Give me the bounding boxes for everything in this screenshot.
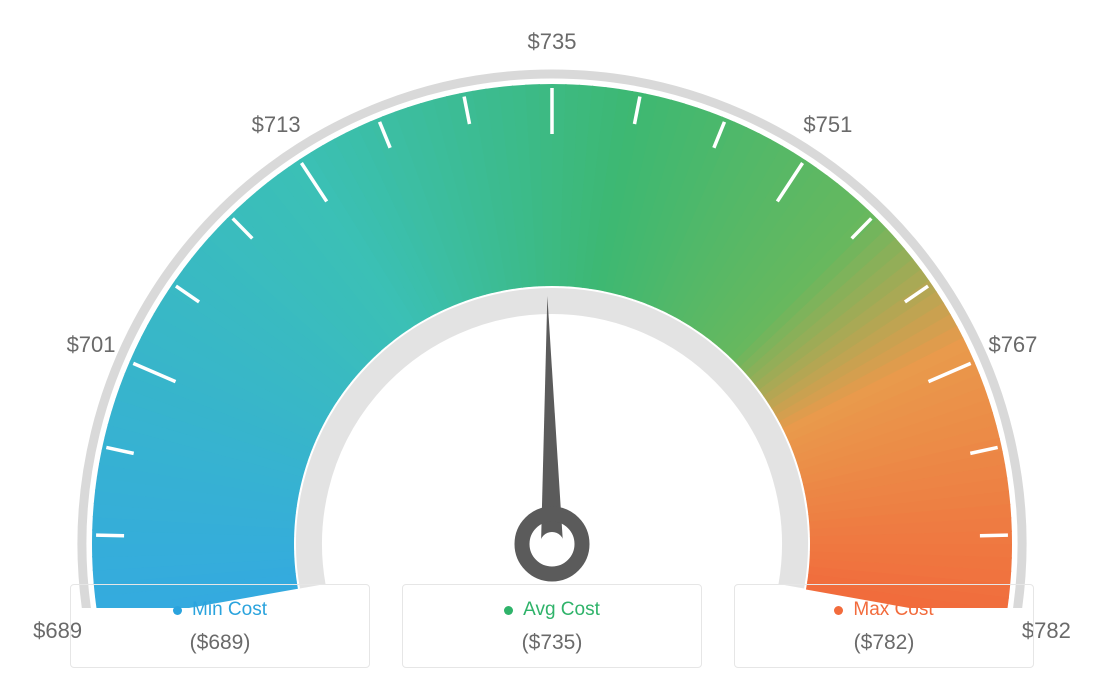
dot-icon-min — [173, 606, 182, 615]
gauge-tick-label: $713 — [252, 112, 301, 138]
dot-icon-avg — [504, 606, 513, 615]
legend-card-max: Max Cost ($782) — [734, 584, 1034, 668]
legend-value-avg: ($735) — [413, 631, 691, 655]
gauge-svg — [22, 48, 1082, 608]
cost-gauge-chart: $689$701$713$735$751$767$782 Min Cost ($… — [0, 0, 1104, 690]
gauge-tick-label: $767 — [988, 332, 1037, 358]
legend-card-avg: Avg Cost ($735) — [402, 584, 702, 668]
gauge-tick-label: $751 — [803, 112, 852, 138]
legend-label-avg: Avg Cost — [523, 599, 600, 621]
legend-label-min: Min Cost — [192, 599, 267, 621]
legend-value-min: ($689) — [81, 631, 359, 655]
dot-icon-max — [834, 606, 843, 615]
legend-title-min: Min Cost — [173, 599, 267, 621]
gauge-tick-label: $701 — [67, 332, 116, 358]
legend-row: Min Cost ($689) Avg Cost ($735) Max Cost… — [0, 584, 1104, 668]
legend-title-max: Max Cost — [834, 599, 933, 621]
legend-label-max: Max Cost — [853, 599, 933, 621]
gauge-tick-label: $735 — [528, 29, 577, 55]
gauge-area: $689$701$713$735$751$767$782 — [0, 0, 1104, 570]
legend-card-min: Min Cost ($689) — [70, 584, 370, 668]
legend-value-max: ($782) — [745, 631, 1023, 655]
legend-title-avg: Avg Cost — [504, 599, 600, 621]
